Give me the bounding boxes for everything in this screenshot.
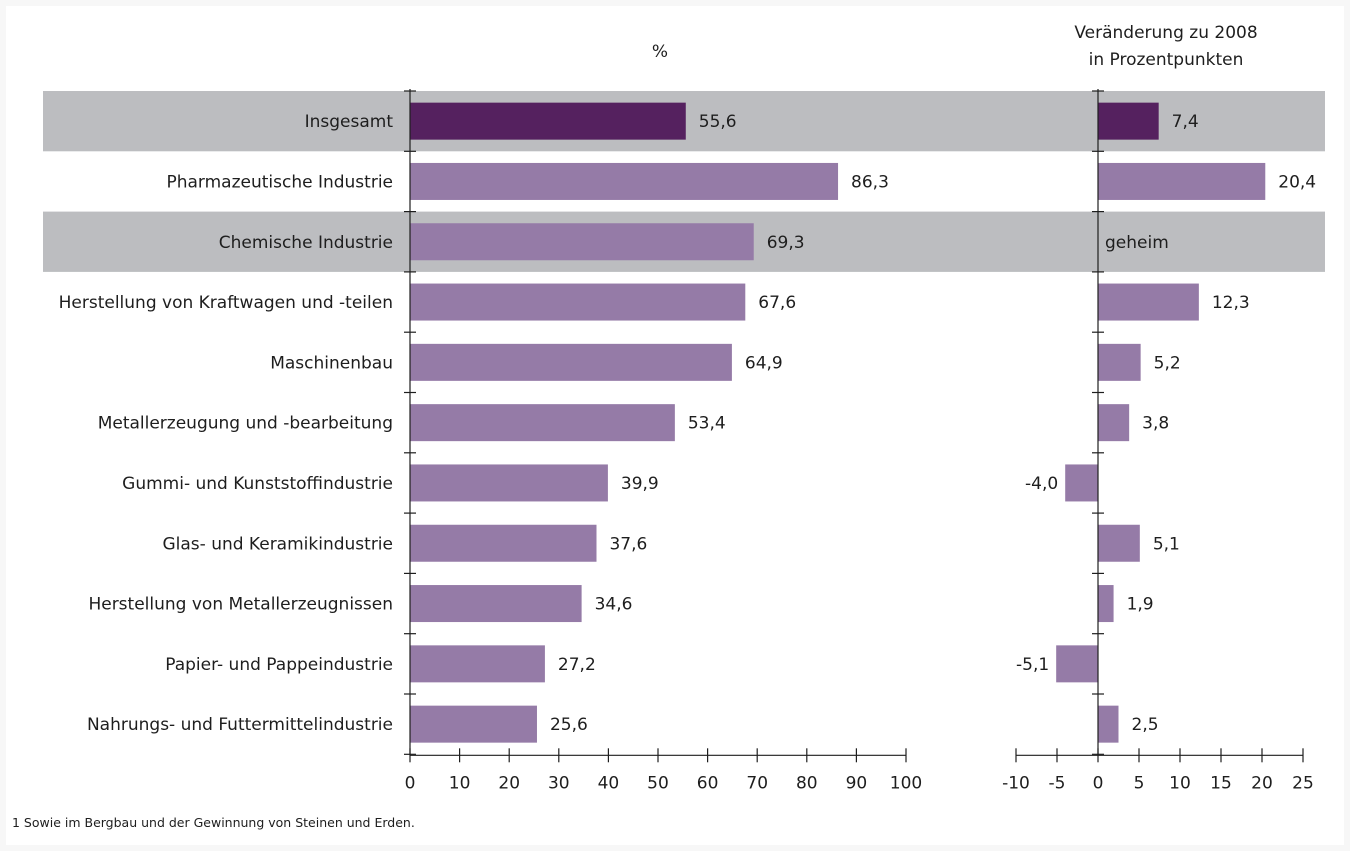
panel2-tick-label: 5 bbox=[1134, 773, 1145, 793]
value-label-change: 2,5 bbox=[1132, 715, 1159, 735]
row-label: Nahrungs- und Futtermittelindustrie bbox=[87, 715, 393, 735]
panel2-tick-label: 25 bbox=[1292, 773, 1314, 793]
panel1-tick-label: 0 bbox=[405, 773, 416, 793]
bar-change bbox=[1098, 404, 1130, 442]
value-label-change: 3,8 bbox=[1142, 414, 1169, 434]
bar-change bbox=[1098, 524, 1140, 562]
value-label-change: 20,4 bbox=[1278, 172, 1316, 192]
panel1-tick-label: 100 bbox=[890, 773, 922, 793]
row-labels: Insgesamt Pharmazeutische Industrie Chemis… bbox=[59, 112, 394, 735]
tick-labels: 0 10 20 30 40 50 60 70 80 90 100 -10 -5 0 5 10 15 20 25 bbox=[405, 773, 1314, 793]
panel1-tick-label: 30 bbox=[548, 773, 570, 793]
value-label-percent: 27,2 bbox=[558, 655, 596, 675]
bar-change bbox=[1098, 102, 1159, 140]
bar-change bbox=[1098, 343, 1141, 381]
row-label: Gummi- und Kunststoffindustrie bbox=[122, 474, 393, 494]
panel2-tick-label: 20 bbox=[1251, 773, 1273, 793]
footnote: 1 Sowie im Bergbau und der Gewinnung von… bbox=[12, 815, 415, 830]
value-label-percent: 64,9 bbox=[745, 353, 783, 373]
bar-change bbox=[1065, 464, 1098, 502]
value-label-change: geheim bbox=[1105, 233, 1169, 253]
bar-percent bbox=[410, 585, 582, 623]
panel2-header-line1: Veränderung zu 2008 bbox=[1074, 23, 1257, 43]
value-label-change: -4,0 bbox=[1025, 474, 1058, 494]
bar-change bbox=[1098, 705, 1119, 743]
bar-percent bbox=[410, 283, 746, 321]
highlight-band-left bbox=[43, 211, 410, 272]
value-label-change: -5,1 bbox=[1016, 655, 1049, 675]
bar-percent bbox=[410, 102, 686, 140]
panel2-tick-label: 15 bbox=[1210, 773, 1232, 793]
bar-change bbox=[1098, 585, 1114, 623]
value-label-percent: 37,6 bbox=[609, 534, 647, 554]
row-label: Chemische Industrie bbox=[219, 233, 393, 253]
value-label-percent: 25,6 bbox=[550, 715, 588, 735]
panel2-tick-label: 10 bbox=[1169, 773, 1191, 793]
bar-percent bbox=[410, 404, 675, 442]
panel1-header: % bbox=[652, 42, 668, 62]
panel1-tick-label: 60 bbox=[697, 773, 719, 793]
row-label: Pharmazeutische Industrie bbox=[166, 172, 393, 192]
value-label-change: 12,3 bbox=[1212, 293, 1250, 313]
panel1-tick-label: 80 bbox=[796, 773, 818, 793]
value-label-change: 1,9 bbox=[1127, 595, 1154, 615]
bar-change bbox=[1098, 283, 1199, 321]
panel2-header-line2: in Prozentpunkten bbox=[1089, 50, 1244, 70]
chart: Insgesamt Pharmazeutische Industrie Chemis… bbox=[12, 23, 1325, 830]
row-label: Glas- und Keramikindustrie bbox=[162, 534, 393, 554]
row-label: Insgesamt bbox=[305, 112, 394, 132]
value-label-percent: 69,3 bbox=[767, 233, 805, 253]
panel1-tick-label: 20 bbox=[498, 773, 520, 793]
panel2-tick-label: -5 bbox=[1049, 773, 1066, 793]
value-label-percent: 39,9 bbox=[621, 474, 659, 494]
panel1-tick-label: 70 bbox=[746, 773, 768, 793]
value-label-percent: 86,3 bbox=[851, 172, 889, 192]
panel1-tick-label: 10 bbox=[449, 773, 471, 793]
panel2-tick-label: 0 bbox=[1093, 773, 1104, 793]
value-labels: 55,6 7,4 86,3 20,4 69,3 geheim 67,6 12,3 64,9 5,2… bbox=[550, 112, 1316, 735]
chart-frame: Insgesamt Pharmazeutische Industrie Chemis… bbox=[6, 6, 1344, 845]
value-label-percent: 34,6 bbox=[595, 595, 633, 615]
row-label: Herstellung von Kraftwagen und -teilen bbox=[59, 293, 393, 313]
highlight-band-left bbox=[43, 91, 410, 152]
bar-percent bbox=[410, 524, 597, 562]
panel1-tick-label: 40 bbox=[598, 773, 620, 793]
value-label-change: 5,1 bbox=[1153, 534, 1180, 554]
row-label: Papier- und Pappeindustrie bbox=[165, 655, 393, 675]
value-label-percent: 55,6 bbox=[699, 112, 737, 132]
panel2-tick-label: -10 bbox=[1002, 773, 1030, 793]
bar-percent bbox=[410, 645, 545, 683]
row-label: Maschinenbau bbox=[270, 353, 393, 373]
bar-percent bbox=[410, 162, 839, 200]
bar-change bbox=[1056, 645, 1098, 683]
bars-change bbox=[1056, 102, 1266, 743]
bar-percent bbox=[410, 343, 732, 381]
bar-percent bbox=[410, 223, 754, 261]
row-label: Metallerzeugung und -bearbeitung bbox=[98, 414, 393, 434]
axes bbox=[404, 89, 1304, 763]
row-label: Herstellung von Metallerzeugnissen bbox=[88, 595, 393, 615]
bar-change bbox=[1098, 162, 1266, 200]
value-label-change: 5,2 bbox=[1154, 353, 1181, 373]
value-label-percent: 53,4 bbox=[688, 414, 726, 434]
value-label-change: 7,4 bbox=[1172, 112, 1199, 132]
highlight-bands bbox=[43, 91, 1325, 272]
panel1-tick-label: 50 bbox=[647, 773, 669, 793]
bar-percent bbox=[410, 705, 537, 743]
bars-percent bbox=[410, 102, 839, 743]
bar-percent bbox=[410, 464, 608, 502]
value-label-percent: 67,6 bbox=[758, 293, 796, 313]
panel1-tick-label: 90 bbox=[846, 773, 868, 793]
